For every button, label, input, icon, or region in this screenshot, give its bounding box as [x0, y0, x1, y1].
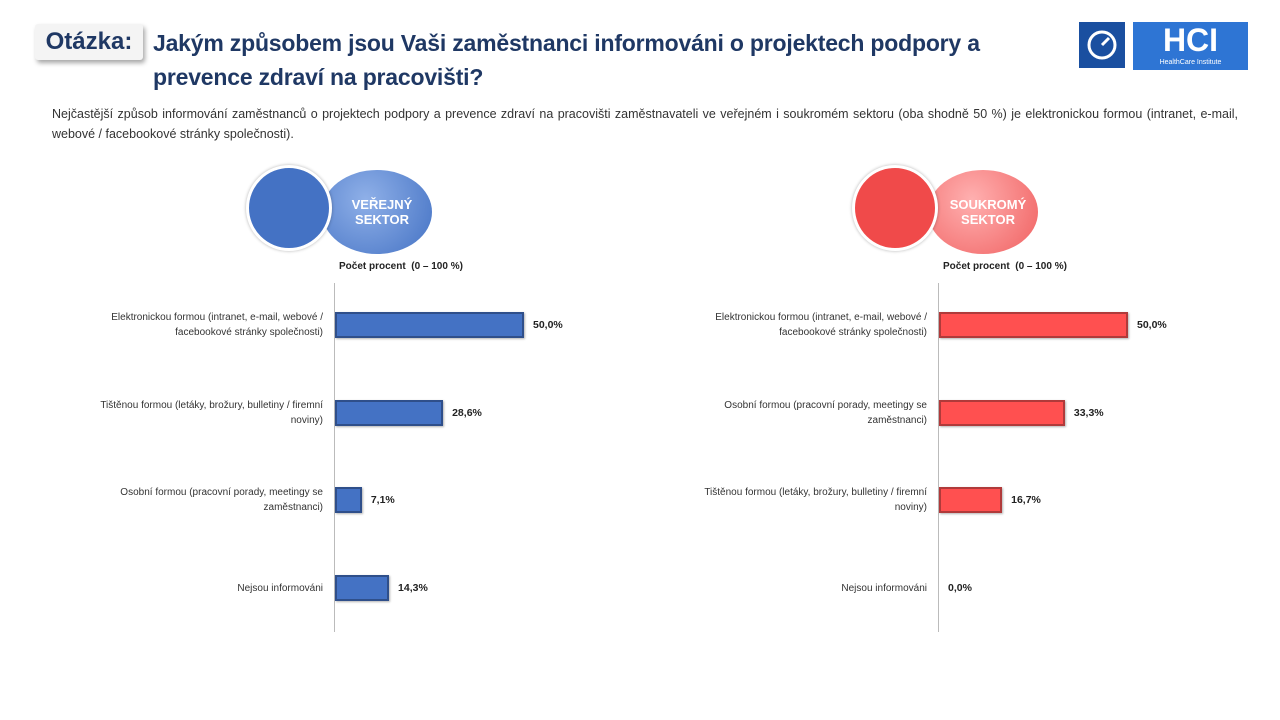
category-label: Osobní formou (pracovní porady, meetingy… — [724, 400, 927, 426]
value-label: 28,6% — [452, 407, 482, 419]
bar — [335, 487, 362, 513]
sector-icon — [852, 165, 938, 251]
logo-text: HCI — [1162, 22, 1219, 58]
bar — [939, 487, 1003, 513]
sector-badge: SOUKROMÝ SEKTOR — [928, 170, 1038, 254]
category-label: Osobní formou (pracovní porady, meetingy… — [120, 487, 323, 513]
value-label: 14,3% — [398, 582, 428, 594]
value-label: 50,0% — [1137, 319, 1167, 331]
sector-badge: VEŘEJNÝ SEKTOR — [322, 170, 432, 254]
logo-graphic — [1087, 30, 1117, 60]
x-axis-label: Počet procent (0 – 100 %) — [339, 261, 463, 272]
logo: HCI HealthCare Institute — [1133, 22, 1248, 70]
value-label: 0,0% — [948, 582, 972, 594]
logo-subtitle: HealthCare Institute — [1159, 59, 1222, 66]
value-label: 33,3% — [1073, 407, 1104, 419]
category-label: Elektronickou formou (intranet, e-mail, … — [111, 312, 323, 338]
category-label: Elektronickou formou (intranet, e-mail, … — [715, 312, 927, 338]
category-label: Tištěnou formou (letáky, brožury, bullet… — [704, 487, 927, 513]
question-label: Otázka: — [35, 24, 143, 60]
value-label: 16,7% — [1011, 494, 1041, 506]
value-label: 7,1% — [370, 494, 395, 506]
sector-icon — [246, 165, 332, 251]
x-axis-label: Počet procent (0 – 100 %) — [943, 261, 1067, 272]
category-label: Nejsou informováni — [841, 582, 927, 594]
description: Nejčastější způsob informování zaměstnan… — [52, 107, 1238, 141]
logo-icon — [1079, 22, 1125, 68]
bar — [335, 400, 444, 426]
category-label: Nejsou informováni — [237, 582, 323, 594]
bar — [335, 312, 524, 338]
value-label: 50,0% — [533, 319, 563, 331]
axis-line — [334, 283, 335, 632]
bar — [335, 575, 390, 601]
question-title: Jakým způsobem jsou Vaši zaměstnanci inf… — [153, 30, 980, 90]
category-label: Tištěnou formou (letáky, brožury, bullet… — [100, 400, 323, 426]
axis-line — [938, 283, 939, 632]
bar — [939, 312, 1128, 338]
bar — [939, 400, 1065, 426]
